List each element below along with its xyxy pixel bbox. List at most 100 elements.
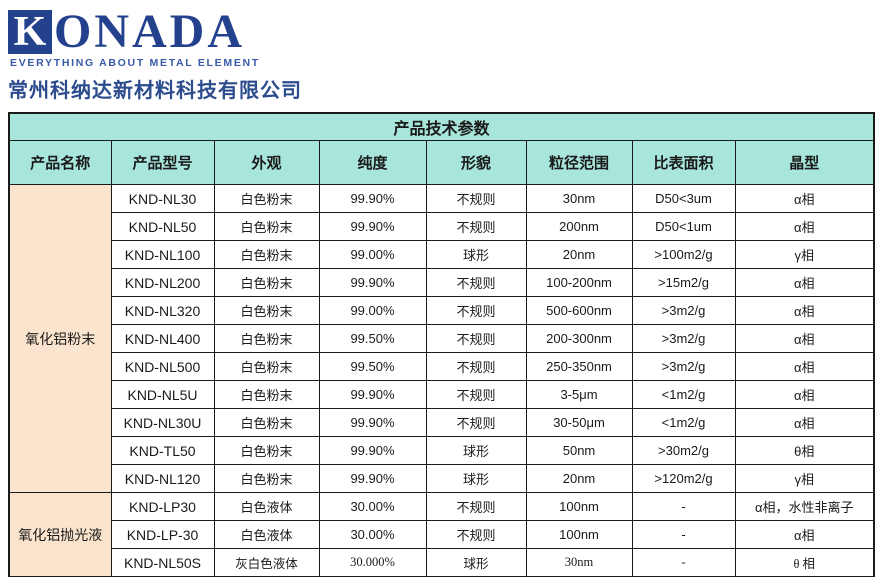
- company-name: 常州科纳达新材料科技有限公司: [8, 80, 302, 102]
- cell-ssa: D50<1um: [631, 212, 736, 241]
- cell-size: 30nm: [525, 184, 633, 213]
- product-group-cell: 氧化铝粉末: [8, 184, 112, 493]
- logo-tagline: EVERYTHING ABOUT METAL ELEMENT: [10, 57, 260, 69]
- cell-model: KND-NL400: [110, 324, 215, 353]
- cell-morphology: 球形: [425, 436, 527, 465]
- cell-appearance: 白色液体: [213, 520, 320, 549]
- table-row: KND-NL320 白色粉末 99.00% 不规则 500-600nm >3m2/g α相: [9, 296, 875, 325]
- cell-model: KND-TL50: [110, 436, 215, 465]
- cell-morphology: 球形: [425, 548, 527, 577]
- cell-model: KND-NL5U: [110, 380, 215, 409]
- cell-ssa: >3m2/g: [631, 352, 736, 381]
- cell-ssa: <1m2/g: [631, 408, 736, 437]
- cell-purity: 30.00%: [318, 492, 427, 521]
- cell-size: 250-350nm: [525, 352, 633, 381]
- cell-appearance: 白色粉末: [213, 464, 320, 493]
- product-group-cell: 氧化铝抛光液: [8, 492, 112, 577]
- cell-appearance: 白色粉末: [213, 352, 320, 381]
- cell-model: KND-NL50: [110, 212, 215, 241]
- cell-ssa: -: [631, 520, 736, 549]
- cell-morphology: 不规则: [425, 380, 527, 409]
- cell-purity: 99.90%: [318, 436, 427, 465]
- cell-ssa: D50<3um: [631, 184, 736, 213]
- cell-crystal: α相: [734, 268, 875, 297]
- table-row: 氧化铝粉末 KND-NL30 白色粉末 99.90% 不规则 30nm D50<3um α相: [8, 184, 875, 493]
- cell-ssa: <1m2/g: [631, 380, 736, 409]
- cell-crystal: γ相: [734, 464, 875, 493]
- cell-appearance: 白色粉末: [213, 184, 320, 213]
- logo-k-mark: K: [8, 10, 52, 55]
- cell-size: 20nm: [525, 240, 633, 269]
- cell-morphology: 不规则: [425, 408, 527, 437]
- cell-appearance: 白色粉末: [213, 296, 320, 325]
- col-header-surface-area: 比表面积: [631, 140, 736, 185]
- cell-morphology: 不规则: [425, 520, 527, 549]
- cell-purity: 99.90%: [318, 212, 427, 241]
- cell-appearance: 白色液体: [213, 492, 320, 521]
- cell-morphology: 不规则: [425, 268, 527, 297]
- cell-purity: 99.00%: [318, 240, 427, 269]
- cell-size: 3-5μm: [525, 380, 633, 409]
- cell-morphology: 不规则: [425, 352, 527, 381]
- cell-ssa: -: [631, 548, 736, 577]
- table-row: KND-NL400 白色粉末 99.50% 不规则 200-300nm >3m2/g α相: [9, 324, 875, 353]
- cell-model: KND-NL50S: [110, 548, 215, 577]
- cell-crystal: α相: [734, 352, 875, 381]
- cell-ssa: >15m2/g: [631, 268, 736, 297]
- cell-appearance: 白色粉末: [213, 324, 320, 353]
- cell-crystal: α相: [734, 184, 875, 213]
- table-row: KND-NL500 白色粉末 99.50% 不规则 250-350nm >3m2/g α相: [9, 352, 875, 381]
- table-row: KND-NL200 白色粉末 99.90% 不规则 100-200nm >15m2/g α相: [9, 268, 875, 297]
- table-row: KND-TL50 白色粉末 99.90% 球形 50nm >30m2/g θ相: [9, 436, 875, 465]
- cell-crystal: γ相: [734, 240, 875, 269]
- cell-crystal: θ 相: [734, 548, 875, 577]
- cell-size: 200-300nm: [525, 324, 633, 353]
- col-header-morphology: 形貌: [425, 140, 527, 185]
- cell-purity: 99.90%: [318, 408, 427, 437]
- cell-ssa: >100m2/g: [631, 240, 736, 269]
- cell-morphology: 不规则: [425, 184, 527, 213]
- product-spec-table: 产品技术参数 产品名称 产品型号 外观 纯度 形貌 粒径范围 比表面积 晶型 氧…: [8, 112, 876, 577]
- table-row: KND-NL120 白色粉末 99.90% 球形 20nm >120m2/g γ相: [9, 464, 875, 493]
- cell-ssa: >120m2/g: [631, 464, 736, 493]
- cell-purity: 99.90%: [318, 380, 427, 409]
- cell-crystal: α相，水性非离子: [734, 492, 875, 521]
- cell-model: KND-NL100: [110, 240, 215, 269]
- cell-purity: 99.90%: [318, 184, 427, 213]
- cell-morphology: 不规则: [425, 492, 527, 521]
- col-header-crystal-phase: 晶型: [734, 140, 875, 185]
- cell-size: 100-200nm: [525, 268, 633, 297]
- cell-model: KND-NL120: [110, 464, 215, 493]
- cell-appearance: 白色粉末: [213, 268, 320, 297]
- cell-model: KND-LP-30: [110, 520, 215, 549]
- cell-size: 50nm: [525, 436, 633, 465]
- cell-model: KND-NL500: [110, 352, 215, 381]
- cell-size: 30nm: [525, 548, 633, 577]
- cell-appearance: 白色粉末: [213, 436, 320, 465]
- cell-model: KND-NL30: [110, 184, 215, 213]
- table-row: KND-LP-30 白色液体 30.00% 不规则 100nm - α相: [9, 520, 875, 549]
- table-row: 氧化铝抛光液 KND-LP30 白色液体 30.00% 不规则 100nm - α相，水性非离…: [8, 492, 875, 577]
- logo-wordmark: ONADA: [54, 5, 245, 58]
- col-header-size-range: 粒径范围: [525, 140, 633, 185]
- brand-header: K ONADA EVERYTHING ABOUT METAL ELEMENT 常州…: [8, 5, 302, 103]
- cell-morphology: 球形: [425, 464, 527, 493]
- cell-size: 30-50μm: [525, 408, 633, 437]
- cell-purity: 30.000%: [318, 548, 427, 577]
- cell-crystal: α相: [734, 324, 875, 353]
- cell-model: KND-NL200: [110, 268, 215, 297]
- cell-morphology: 不规则: [425, 324, 527, 353]
- cell-purity: 99.90%: [318, 464, 427, 493]
- table-row: KND-NL5U 白色粉末 99.90% 不规则 3-5μm <1m2/g α相: [9, 380, 875, 409]
- cell-ssa: >3m2/g: [631, 296, 736, 325]
- cell-size: 200nm: [525, 212, 633, 241]
- cell-size: 100nm: [525, 492, 633, 521]
- cell-size: 500-600nm: [525, 296, 633, 325]
- konada-logo: K ONADA: [8, 5, 302, 58]
- table-header-row: 产品名称 产品型号 外观 纯度 形貌 粒径范围 比表面积 晶型: [8, 140, 875, 185]
- table-title-row: 产品技术参数: [8, 112, 875, 141]
- cell-purity: 30.00%: [318, 520, 427, 549]
- cell-model: KND-NL320: [110, 296, 215, 325]
- cell-appearance: 白色粉末: [213, 240, 320, 269]
- cell-purity: 99.50%: [318, 352, 427, 381]
